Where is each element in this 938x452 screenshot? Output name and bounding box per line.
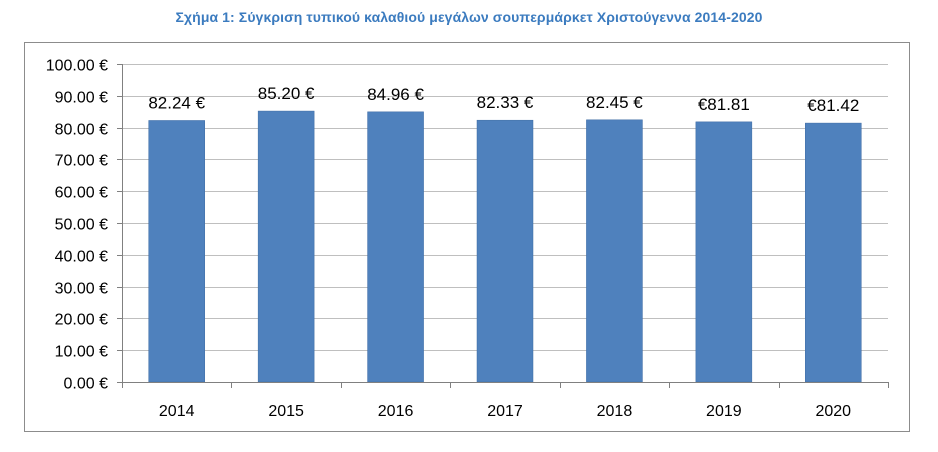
bar-2015 [257,110,315,383]
x-tick-label: 2019 [706,403,742,420]
bar-2017 [476,119,534,383]
bar-2019 [695,121,753,383]
data-label-2017: 82.33 € [477,93,534,112]
data-label-2014: 82.24 € [148,93,205,112]
labels: 0.00 € 10.00 € 20.00 € 30.00 € 40.00 € 50.00 … [46,58,860,421]
y-tick-label: 0.00 € [64,376,109,393]
x-tick-label: 2017 [487,403,523,420]
bars [148,110,862,383]
axes [117,64,889,388]
y-tick-label: 60.00 € [55,185,108,202]
y-tick-label: 40.00 € [55,249,108,266]
data-label-2016: 84.96 € [367,85,424,104]
bar-2020 [805,122,862,383]
x-tick-label: 2015 [268,403,304,420]
y-tick-label: 30.00 € [55,281,108,298]
y-tick-label: 100.00 € [46,58,108,75]
y-tick-label: 90.00 € [55,90,108,107]
y-tick-label: 70.00 € [55,153,108,170]
chart-title: Σχήμα 1: Σύγκριση τυπικού καλαθιού μεγάλ… [175,9,763,25]
y-tick-label: 10.00 € [55,344,108,361]
data-label-2015: 85.20 € [258,84,315,103]
y-tick-label: 80.00 € [55,122,108,139]
x-tick-label: 2018 [597,403,633,420]
data-label-2018: 82.45 € [586,93,643,112]
data-label-2019: €81.81 [698,95,750,114]
y-tick-label: 50.00 € [55,217,108,234]
x-tick-label: 2014 [159,403,195,420]
bar-2014 [148,120,205,383]
data-label-2020: €81.42 [807,96,859,115]
bar-2016 [367,111,424,383]
y-tick-label: 20.00 € [55,312,108,329]
x-tick-label: 2020 [815,403,851,420]
x-tick-label: 2016 [378,403,414,420]
bar-2018 [586,119,643,383]
